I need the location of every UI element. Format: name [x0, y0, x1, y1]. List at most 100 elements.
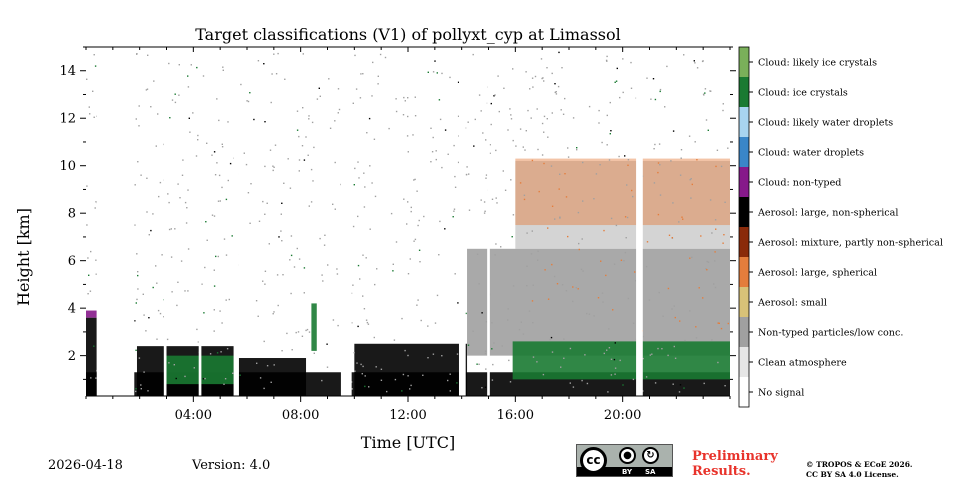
noise-pixel: [632, 322, 635, 324]
colorbar-label: Cloud: non-typed: [758, 178, 841, 189]
noise-pixel: [615, 224, 618, 227]
y-tick-label: 4: [68, 302, 76, 317]
noise-pixel: [567, 156, 570, 158]
noise-pixel: [509, 381, 512, 383]
noise-pixel: [689, 257, 691, 259]
noise-pixel: [701, 60, 704, 63]
noise-pixel: [614, 367, 617, 369]
data-gap: [96, 47, 135, 396]
noise-pixel: [432, 353, 435, 355]
noise-pixel: [337, 88, 340, 90]
noise-pixel: [704, 88, 707, 90]
noise-pixel: [178, 64, 180, 66]
data-gap: [487, 47, 490, 396]
noise-pixel: [689, 310, 691, 312]
noise-pixel: [284, 78, 286, 80]
y-tick-label: 12: [59, 112, 76, 127]
noise-pixel: [476, 363, 478, 365]
noise-pixel: [313, 146, 315, 149]
noise-pixel: [565, 290, 568, 292]
noise-pixel: [627, 164, 629, 166]
noise-pixel: [613, 358, 616, 361]
noise-pixel: [135, 349, 137, 351]
copyright-line-1: © TROPOS & ECoE 2026.: [806, 460, 913, 469]
noise-pixel: [530, 117, 532, 119]
noise-pixel: [95, 273, 97, 275]
noise-pixel: [355, 88, 358, 90]
noise-pixel: [420, 319, 422, 322]
noise-pixel: [558, 51, 560, 54]
noise-pixel: [136, 253, 138, 255]
noise-pixel: [281, 350, 283, 352]
noise-pixel: [434, 322, 437, 324]
noise-pixel: [722, 109, 724, 112]
noise-pixel: [599, 164, 601, 166]
noise-pixel: [301, 335, 304, 337]
noise-pixel: [249, 92, 251, 94]
noise-pixel: [491, 322, 493, 324]
noise-pixel: [283, 182, 285, 184]
noise-pixel: [379, 53, 382, 56]
noise-pixel: [371, 95, 373, 97]
noise-pixel: [277, 52, 279, 55]
noise-pixel: [468, 173, 470, 175]
noise-pixel: [360, 363, 362, 366]
noise-pixel: [485, 368, 487, 370]
colorbar-segment: [739, 287, 749, 317]
colorbar-label: Clean atmosphere: [758, 358, 847, 369]
noise-pixel: [546, 118, 548, 120]
noise-pixel: [603, 229, 605, 232]
noise-pixel: [298, 170, 300, 172]
share-alike-icon: ↻: [642, 447, 659, 464]
noise-pixel: [468, 209, 471, 211]
noise-pixel: [626, 184, 628, 186]
noise-pixel: [624, 216, 627, 218]
noise-pixel: [305, 136, 307, 138]
noise-pixel: [551, 351, 554, 353]
noise-pixel: [357, 325, 359, 328]
noise-pixel: [190, 64, 192, 66]
noise-pixel: [576, 149, 578, 151]
noise-pixel: [532, 86, 534, 88]
noise-pixel: [540, 58, 543, 60]
noise-pixel: [653, 148, 655, 150]
noise-pixel: [673, 305, 675, 307]
noise-pixel: [435, 158, 437, 161]
noise-pixel: [727, 322, 729, 325]
noise-pixel: [593, 315, 595, 317]
noise-pixel: [538, 190, 540, 193]
noise-pixel: [170, 228, 172, 230]
noise-pixel: [723, 234, 725, 236]
noise-pixel: [263, 340, 265, 343]
noise-pixel: [318, 87, 320, 89]
noise-pixel: [614, 342, 616, 344]
noise-pixel: [522, 146, 524, 148]
noise-pixel: [89, 290, 92, 292]
noise-pixel: [368, 386, 370, 388]
noise-pixel: [457, 115, 460, 117]
noise-pixel: [606, 349, 608, 351]
noise-pixel: [256, 362, 258, 364]
noise-pixel: [87, 257, 89, 259]
noise-pixel: [436, 72, 438, 74]
noise-pixel: [410, 210, 412, 213]
noise-pixel: [657, 213, 660, 216]
noise-pixel: [363, 308, 366, 310]
region-cloud-ice-crystals: [512, 341, 730, 380]
noise-pixel: [551, 112, 553, 114]
noise-pixel: [354, 167, 356, 170]
colorbar-frame: [738, 46, 750, 408]
noise-pixel: [511, 236, 513, 238]
noise-pixel: [608, 347, 611, 349]
noise-pixel: [303, 267, 306, 269]
noise-pixel: [632, 378, 635, 381]
noise-pixel: [661, 348, 663, 350]
noise-pixel: [307, 154, 309, 156]
noise-pixel: [515, 145, 517, 147]
noise-pixel: [245, 163, 248, 166]
noise-pixel: [609, 133, 611, 135]
noise-pixel: [577, 288, 579, 290]
noise-pixel: [157, 113, 159, 115]
noise-pixel: [613, 263, 616, 265]
noise-pixel: [635, 280, 637, 282]
